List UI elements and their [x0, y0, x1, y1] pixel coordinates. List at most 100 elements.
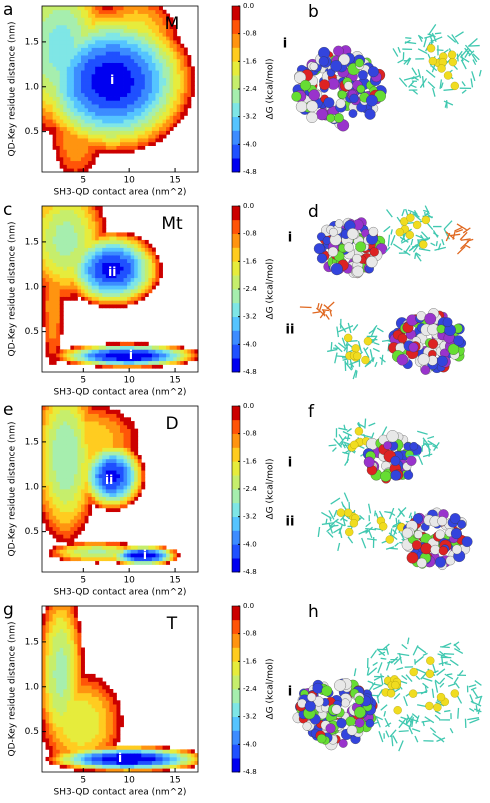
contour-cell — [169, 43, 174, 48]
contour-cell — [56, 643, 61, 648]
contour-cell — [73, 643, 78, 648]
contour-cell — [159, 9, 163, 14]
contour-cell — [109, 232, 114, 237]
contour-cell — [116, 43, 121, 48]
contour-cell — [95, 255, 100, 260]
contour-cell — [45, 236, 50, 241]
contour-cell — [127, 360, 132, 365]
contour-cell — [187, 58, 192, 63]
contour-cell — [70, 115, 75, 120]
contour-cell — [73, 281, 78, 286]
contour-cell — [42, 281, 46, 286]
contour-cell — [56, 741, 61, 746]
contour-cell — [130, 356, 135, 362]
contour-cell — [144, 545, 149, 550]
contour-cell — [59, 243, 64, 248]
contour-cell — [49, 217, 54, 222]
contour-cell — [130, 13, 135, 18]
contour-cell — [102, 32, 107, 37]
contour-cell — [70, 153, 75, 158]
contour-cell — [63, 658, 68, 663]
contour-cell — [166, 749, 171, 754]
contour-cell — [159, 553, 163, 558]
contour-cell — [95, 722, 100, 728]
plot-frame — [41, 5, 199, 173]
contour-cell — [173, 553, 178, 558]
contour-cell — [59, 462, 64, 467]
contour-cell — [116, 58, 121, 63]
contour-cell — [134, 70, 139, 75]
contour-cell — [105, 145, 110, 150]
contour-cell — [98, 689, 103, 694]
contour-cell — [73, 628, 78, 633]
contour-cell — [123, 258, 128, 263]
contour-cell — [116, 115, 121, 120]
contour-cell — [151, 28, 156, 33]
contour-cell — [112, 421, 117, 426]
contour-cell — [66, 545, 71, 550]
contour-cell — [66, 251, 71, 256]
contour-cell — [56, 670, 61, 675]
contour-cell — [162, 753, 167, 758]
contour-cell — [63, 734, 68, 739]
contour-cell — [81, 470, 85, 475]
contour-cell — [77, 530, 82, 535]
contour-cell — [66, 409, 71, 414]
contour-cell — [81, 673, 85, 679]
contour-cell — [49, 262, 54, 267]
contour-cell — [120, 232, 124, 237]
contour-cell — [102, 281, 107, 286]
contour-cell — [59, 515, 64, 520]
contour-cell — [45, 326, 50, 331]
contour-cell — [134, 432, 139, 437]
chart-title: Mt — [161, 214, 183, 234]
contour-cell — [127, 58, 132, 63]
contour-cell — [81, 541, 85, 546]
contour-cell — [88, 421, 93, 426]
contour-cell — [123, 36, 128, 41]
contour-cell — [70, 289, 75, 294]
contour-cell — [144, 66, 149, 71]
contour-cell — [45, 262, 50, 267]
ligand-stick — [397, 46, 401, 53]
atom-sphere — [313, 243, 325, 255]
contour-cell — [130, 289, 135, 294]
contour-cell — [73, 670, 78, 675]
contour-cell — [109, 500, 114, 505]
contour-cell — [102, 455, 107, 460]
contour-cell — [42, 647, 46, 652]
contour-cell — [98, 500, 103, 505]
contour-cell — [95, 141, 100, 146]
contour-cell — [73, 689, 78, 694]
contour-cell — [56, 141, 61, 146]
contour-cell — [105, 13, 110, 18]
contour-cell — [73, 360, 78, 365]
contour-cell — [116, 111, 121, 116]
contour-cell — [77, 628, 82, 633]
contour-cell — [159, 749, 163, 754]
contour-cell — [66, 519, 71, 524]
contour-cell — [112, 726, 117, 731]
contour-cell — [109, 262, 114, 267]
contour-cell — [42, 662, 46, 667]
colorbar-swatch — [232, 206, 240, 221]
contour-cell — [116, 492, 121, 497]
colorbar-swatch — [232, 275, 240, 290]
contour-cell — [66, 730, 71, 735]
contour-cell — [176, 553, 181, 558]
contour-cell — [73, 481, 78, 486]
contour-cell — [105, 428, 110, 433]
contour-cell — [56, 745, 61, 750]
contour-cell — [45, 617, 50, 622]
contour-cell — [173, 756, 178, 762]
contour-cell — [120, 424, 124, 430]
contour-cell — [49, 522, 54, 528]
contour-cell — [134, 281, 139, 286]
contour-cell — [56, 417, 61, 422]
contour-cell — [134, 73, 139, 79]
contour-cell — [49, 632, 54, 637]
contour-cell — [73, 609, 78, 614]
contour-cell — [49, 439, 54, 445]
contour-cell — [70, 141, 75, 146]
contour-cell — [56, 77, 61, 82]
